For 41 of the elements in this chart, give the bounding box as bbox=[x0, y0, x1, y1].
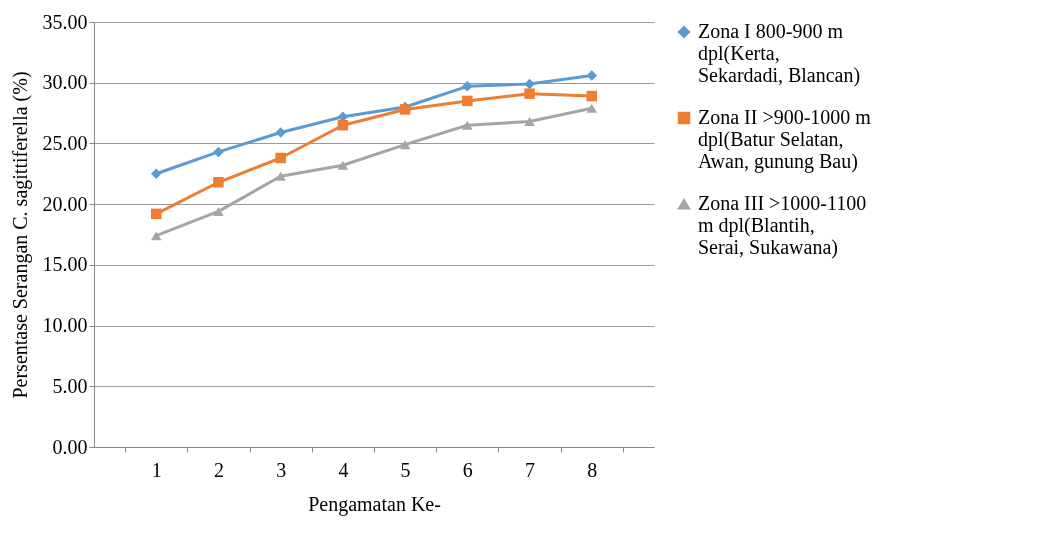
y-tick-label: 25.00 bbox=[42, 131, 88, 154]
x-tick-label: 5 bbox=[400, 458, 411, 481]
point bbox=[337, 160, 349, 170]
y-tick-label: 0.00 bbox=[52, 435, 88, 458]
point bbox=[213, 206, 224, 216]
point bbox=[150, 231, 162, 241]
y-tick-label: 35.00 bbox=[42, 10, 88, 33]
y-tick-label: 10.00 bbox=[42, 314, 88, 337]
point bbox=[275, 152, 286, 164]
x-tick-label: 8 bbox=[587, 458, 598, 481]
point bbox=[150, 168, 162, 180]
x-tick-label: 1 bbox=[151, 458, 162, 481]
x-tick-label: 7 bbox=[525, 458, 536, 481]
point bbox=[524, 117, 535, 127]
y-tick-label: 15.00 bbox=[42, 253, 88, 276]
legend-label: Zona III >1000-1100 m dpl(Blantih, Serai, Sukawana) bbox=[698, 192, 867, 259]
point bbox=[213, 177, 224, 188]
point bbox=[462, 95, 473, 107]
point bbox=[275, 127, 286, 138]
x-tick-label: 3 bbox=[276, 458, 287, 481]
point bbox=[150, 208, 162, 220]
point bbox=[213, 146, 224, 158]
y-tick-label: 20.00 bbox=[42, 192, 88, 215]
legend-label: Zona I 800-900 m dpl(Kerta, Sekardadi, Blancan) bbox=[698, 20, 861, 87]
legend-label: Zona II >900-1000 m dpl(Batur Selatan, Awan, gunung Bau) bbox=[698, 106, 872, 173]
y-tick-label: 5.00 bbox=[52, 374, 88, 397]
point bbox=[586, 90, 598, 102]
x-tick-label: 2 bbox=[213, 458, 224, 481]
y-tick-label: 30.00 bbox=[42, 71, 88, 94]
y-axis-title: Persentase Serangan C. sagittiferella (%) bbox=[8, 71, 32, 399]
point bbox=[462, 120, 473, 130]
x-tick-label: 4 bbox=[338, 458, 349, 481]
point bbox=[337, 119, 349, 131]
point bbox=[586, 70, 598, 81]
x-axis-title: Pengamatan Ke- bbox=[308, 492, 441, 516]
point bbox=[586, 103, 598, 113]
point bbox=[462, 81, 473, 92]
point bbox=[399, 140, 411, 150]
x-tick-label: 6 bbox=[462, 458, 473, 481]
point bbox=[524, 88, 535, 99]
point bbox=[275, 171, 286, 181]
